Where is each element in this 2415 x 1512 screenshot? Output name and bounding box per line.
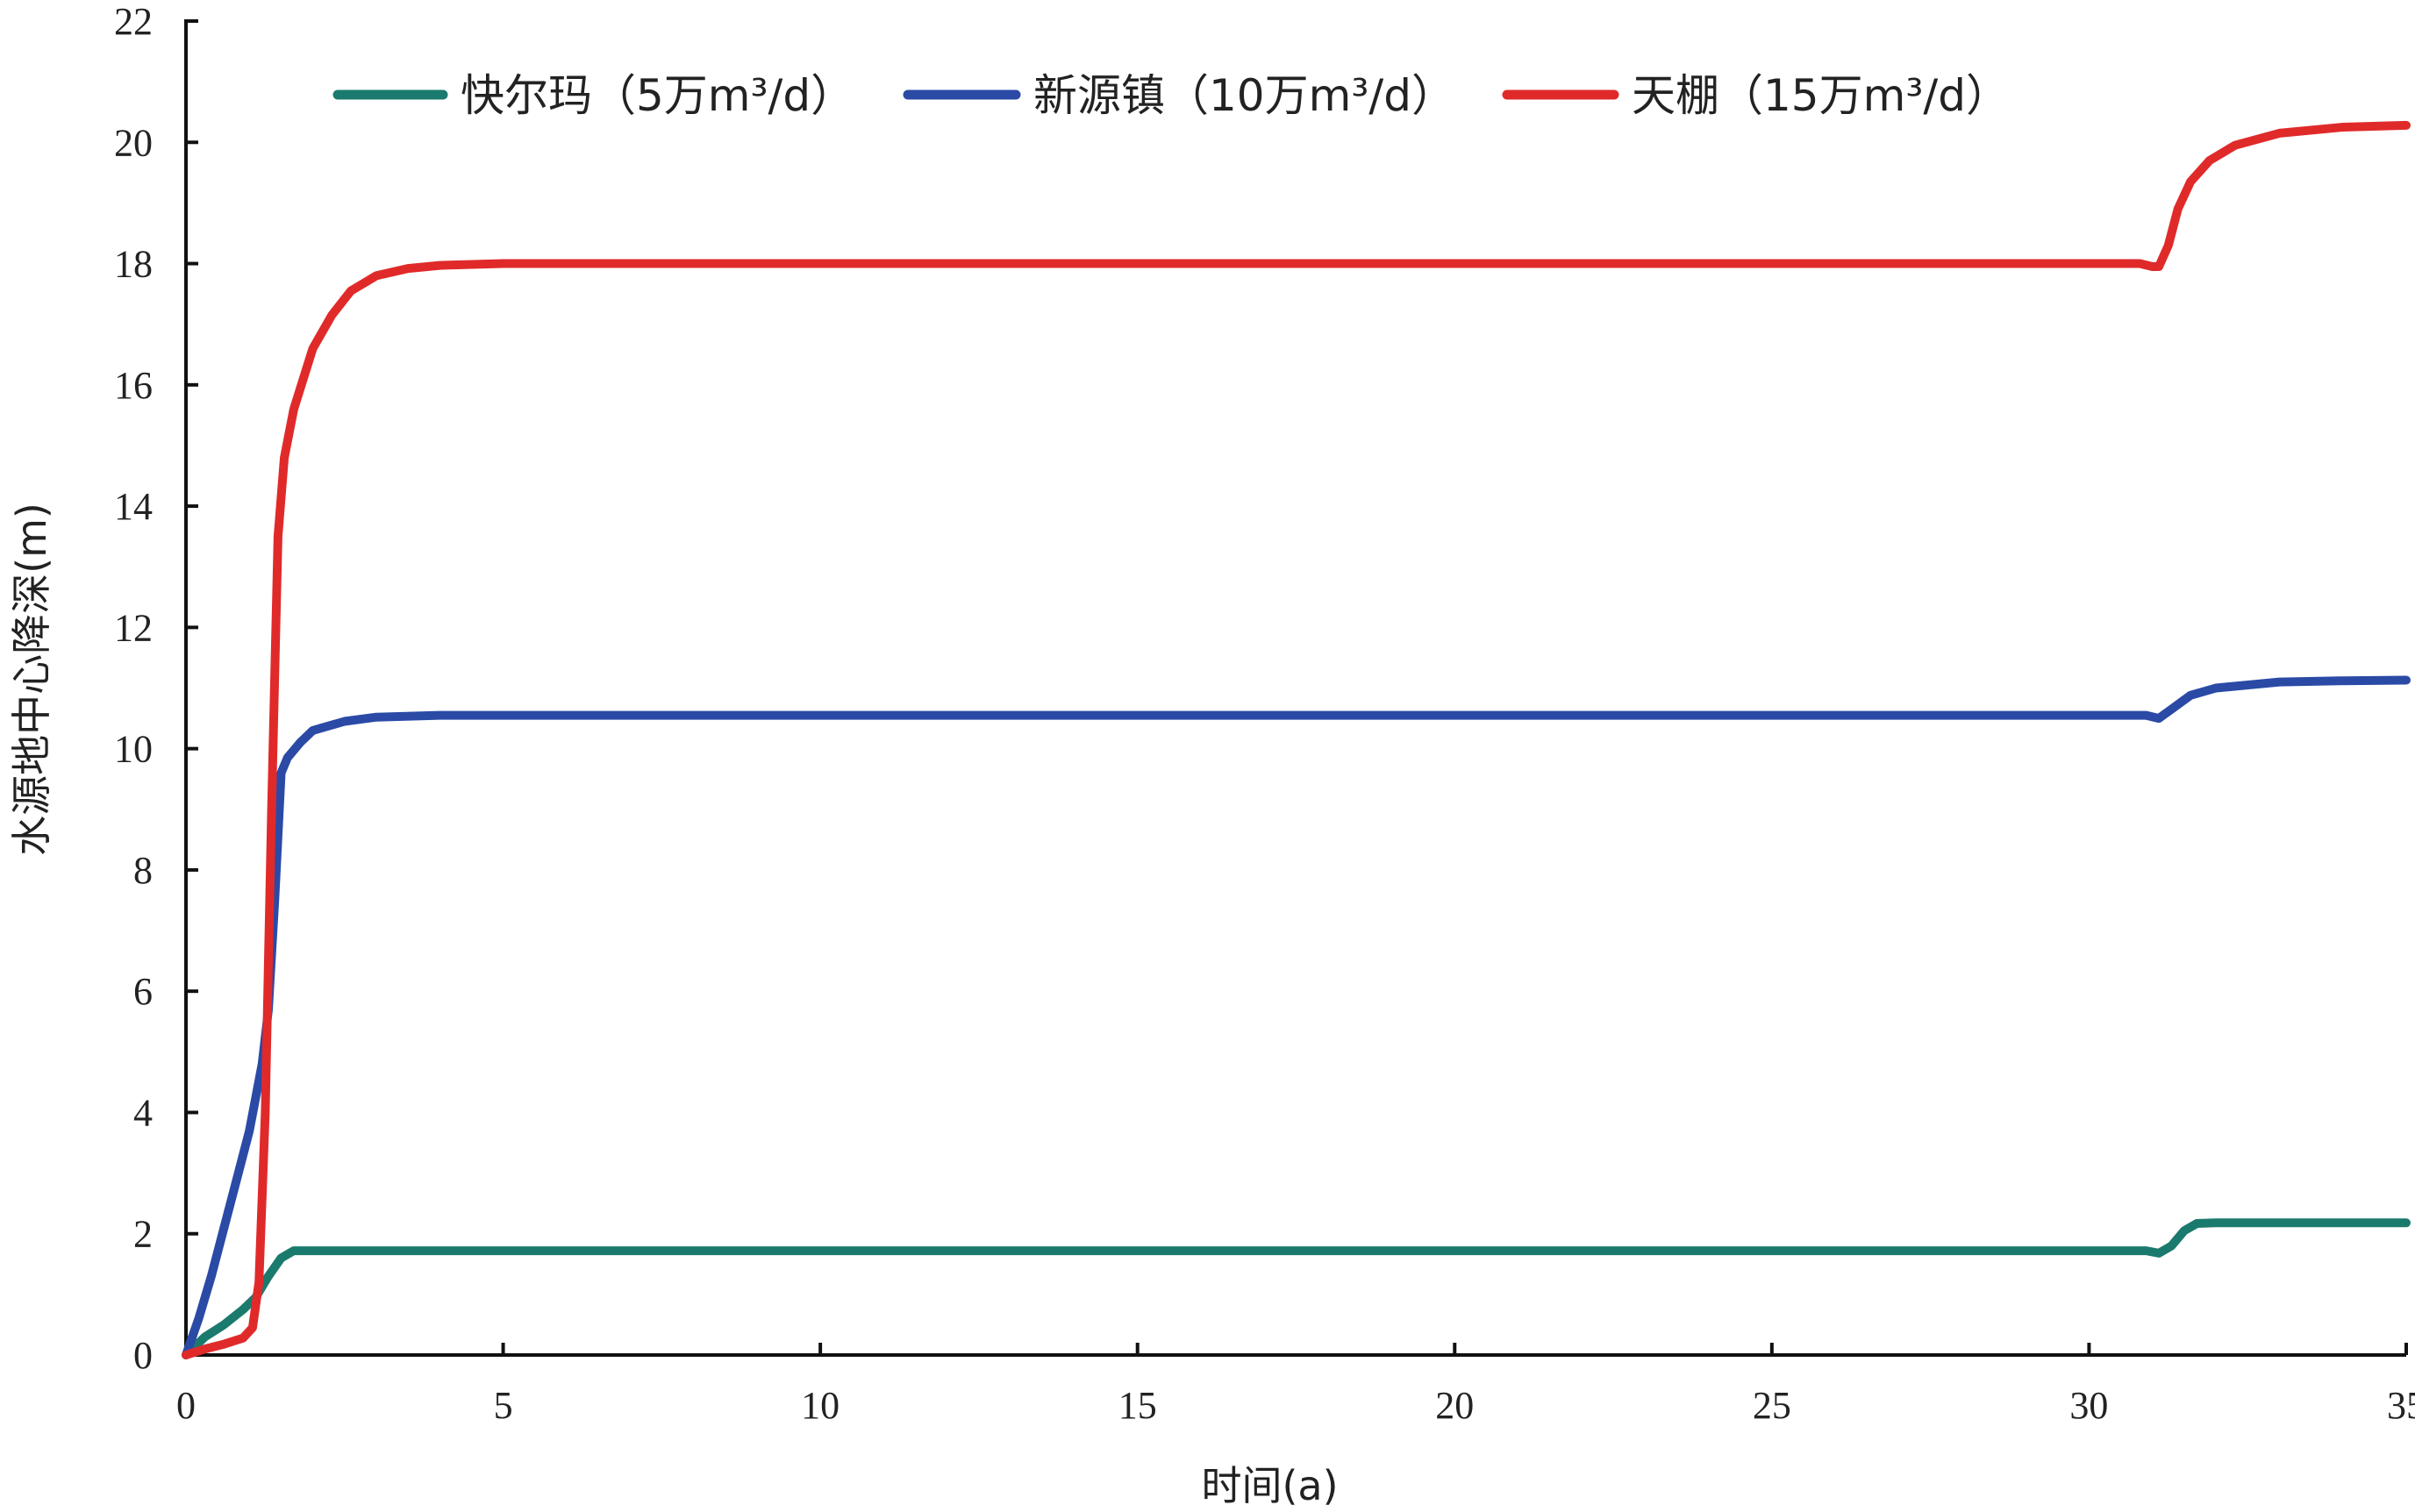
x-tick-label: 5 [494,1384,513,1427]
y-tick-label: 16 [114,364,153,407]
series-layer [182,120,2411,1359]
y-ticks: 0 2 4 6 8 10 12 14 16 18 20 22 [114,0,198,1377]
series-line-3 [182,120,2411,1359]
series-line-1 [182,1218,2411,1359]
x-axis-title: 时间(a) [1201,1462,1338,1509]
y-tick-label: 18 [114,243,153,286]
legend-label-2: 新源镇（10万m³/d） [1033,70,1455,121]
y-tick-label: 10 [114,728,153,771]
y-tick-label: 4 [133,1091,153,1134]
legend: 快尔玛（5万m³/d） 新源镇（10万m³/d） 天棚（15万m³/d） [332,70,2010,121]
y-tick-label: 6 [133,970,153,1013]
y-tick-label: 22 [114,0,153,43]
y-tick-label: 14 [114,485,153,528]
y-tick-label: 8 [133,849,153,892]
y-axis-title: 水源地中心降深(m) [8,503,55,856]
y-tick-label: 0 [133,1334,153,1377]
x-tick-label: 25 [1753,1384,1791,1427]
x-axis: 0 5 10 15 20 25 30 35 [176,1343,2415,1427]
y-tick-label: 12 [114,606,153,649]
y-tick-label: 2 [133,1213,153,1256]
x-tick-label: 0 [176,1384,196,1427]
x-tick-label: 20 [1435,1384,1474,1427]
series-line-2 [182,675,2411,1359]
legend-label-1: 快尔玛（5万m³/d） [461,70,854,121]
y-tick-label: 20 [114,121,153,164]
x-tick-label: 15 [1118,1384,1157,1427]
x-tick-label: 30 [2069,1384,2108,1427]
y-axis: 0 2 4 6 8 10 12 14 16 18 20 22 [114,0,198,1377]
x-tick-label: 10 [801,1384,840,1427]
x-ticks: 0 5 10 15 20 25 30 35 [176,1343,2415,1427]
x-tick-label: 35 [2387,1384,2415,1427]
legend-label-3: 天棚（15万m³/d） [1632,70,2010,121]
